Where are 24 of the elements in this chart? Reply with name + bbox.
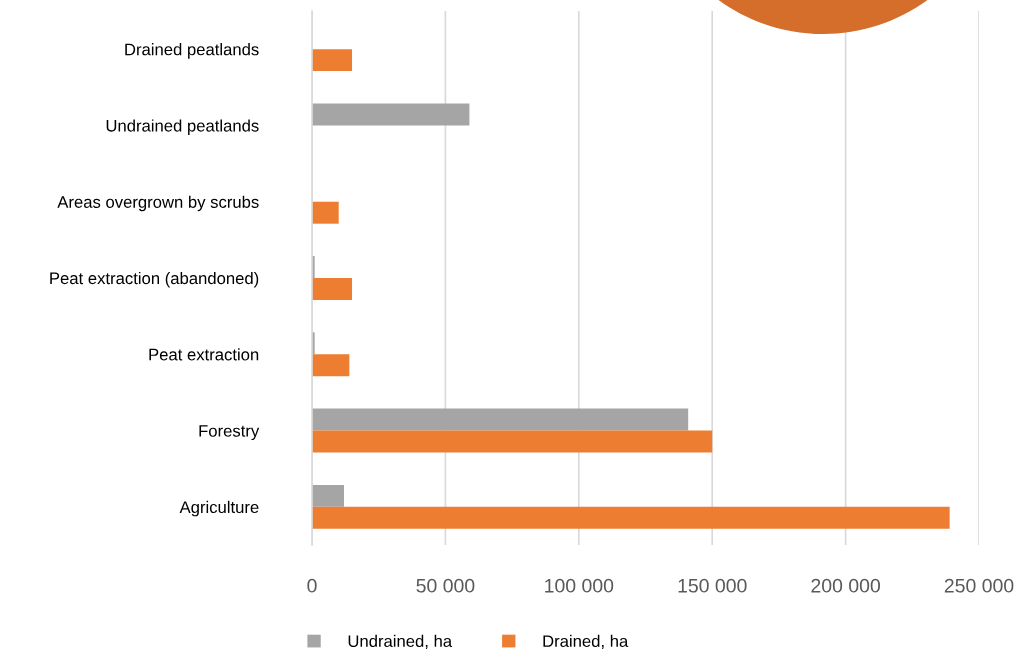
y-tick-label: Drained peatlands bbox=[125, 43, 259, 59]
bar bbox=[312, 506, 950, 529]
y-tick-label: Undrained peatlands bbox=[106, 119, 259, 135]
y-tick-label: Peat extraction bbox=[149, 348, 259, 361]
x-tick-label: 150 000 bbox=[678, 578, 747, 593]
x-tick-label: 50 000 bbox=[416, 578, 475, 593]
bar bbox=[312, 201, 339, 224]
y-tick-label: Peat extraction (abandoned) bbox=[50, 271, 259, 288]
bar bbox=[312, 354, 350, 377]
bar bbox=[312, 408, 689, 431]
bar bbox=[312, 430, 713, 453]
y-tick-label: Areas overgrown by scrubs bbox=[57, 195, 259, 212]
bar bbox=[312, 484, 345, 507]
y-tick-label: Agriculture bbox=[179, 500, 259, 517]
x-tick-label: 0 bbox=[307, 578, 317, 593]
bar bbox=[312, 278, 353, 300]
y-tick-label: Forestry bbox=[199, 425, 260, 441]
bar bbox=[312, 103, 470, 126]
x-tick-label: 100 000 bbox=[545, 578, 614, 593]
x-tick-label: 200 000 bbox=[811, 578, 880, 593]
legend-label: Drained, ha bbox=[543, 634, 629, 649]
legend-label: Undrained, ha bbox=[348, 634, 453, 649]
bar bbox=[312, 49, 353, 72]
x-tick-label: 250 000 bbox=[944, 578, 1014, 593]
